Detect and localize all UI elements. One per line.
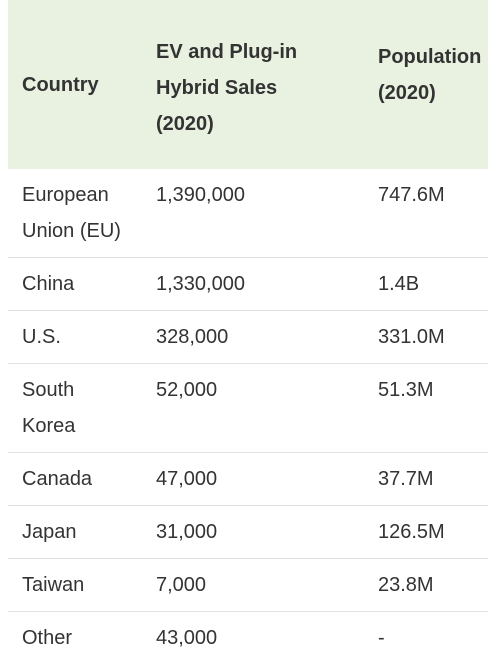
header-country: Country	[8, 0, 142, 169]
header-pop-line-1: Population	[378, 46, 481, 68]
country-line: Korea	[22, 415, 75, 437]
country-line: European	[22, 184, 109, 206]
ev-sales-table-container: Country EV and Plug-in Hybrid Sales (202…	[0, 0, 500, 636]
header-ev-line-3: (2020)	[156, 113, 214, 135]
cell-population: 51.3M	[364, 364, 488, 453]
cell-country: South Korea	[8, 364, 142, 453]
country-line: Japan	[22, 521, 77, 543]
table-row: China 1,330,000 1.4B	[8, 258, 488, 311]
table-row: South Korea 52,000 51.3M	[8, 364, 488, 453]
table-body: European Union (EU) 1,390,000 747.6M Chi…	[8, 169, 488, 664]
cell-ev-sales: 43,000	[142, 612, 364, 664]
table-row: U.S. 328,000 331.0M	[8, 311, 488, 364]
cell-population: 747.6M	[364, 169, 488, 258]
cell-ev-sales: 52,000	[142, 364, 364, 453]
table-header: Country EV and Plug-in Hybrid Sales (202…	[8, 0, 488, 169]
cell-country: China	[8, 258, 142, 311]
cell-ev-sales: 1,390,000	[142, 169, 364, 258]
table-row: Taiwan 7,000 23.8M	[8, 559, 488, 612]
table-row: Other 43,000 -	[8, 612, 488, 664]
header-population: Population (2020)	[364, 0, 488, 169]
cell-ev-sales: 328,000	[142, 311, 364, 364]
table-row: Canada 47,000 37.7M	[8, 453, 488, 506]
cell-population: 126.5M	[364, 506, 488, 559]
cell-country: Japan	[8, 506, 142, 559]
header-row: Country EV and Plug-in Hybrid Sales (202…	[8, 0, 488, 169]
cell-country: Taiwan	[8, 559, 142, 612]
country-line: Other	[22, 627, 72, 649]
country-line: South	[22, 379, 74, 401]
cell-country: Canada	[8, 453, 142, 506]
cell-ev-sales: 31,000	[142, 506, 364, 559]
cell-ev-sales: 7,000	[142, 559, 364, 612]
header-country-label: Country	[22, 74, 99, 96]
country-line: Union (EU)	[22, 220, 121, 242]
cell-country: U.S.	[8, 311, 142, 364]
cell-population: -	[364, 612, 488, 664]
country-line: Canada	[22, 468, 92, 490]
cell-population: 23.8M	[364, 559, 488, 612]
cell-ev-sales: 1,330,000	[142, 258, 364, 311]
header-ev-line-1: EV and Plug-in	[156, 41, 297, 63]
cell-ev-sales: 47,000	[142, 453, 364, 506]
cell-population: 331.0M	[364, 311, 488, 364]
table-row: Japan 31,000 126.5M	[8, 506, 488, 559]
cell-population: 1.4B	[364, 258, 488, 311]
country-line: U.S.	[22, 326, 61, 348]
table-row: European Union (EU) 1,390,000 747.6M	[8, 169, 488, 258]
cell-country: Other	[8, 612, 142, 664]
header-ev-sales: EV and Plug-in Hybrid Sales (2020)	[142, 0, 364, 169]
cell-population: 37.7M	[364, 453, 488, 506]
country-line: China	[22, 273, 74, 295]
country-line: Taiwan	[22, 574, 84, 596]
header-ev-line-2: Hybrid Sales	[156, 77, 277, 99]
ev-sales-table: Country EV and Plug-in Hybrid Sales (202…	[8, 0, 488, 664]
cell-country: European Union (EU)	[8, 169, 142, 258]
header-pop-line-2: (2020)	[378, 82, 436, 104]
